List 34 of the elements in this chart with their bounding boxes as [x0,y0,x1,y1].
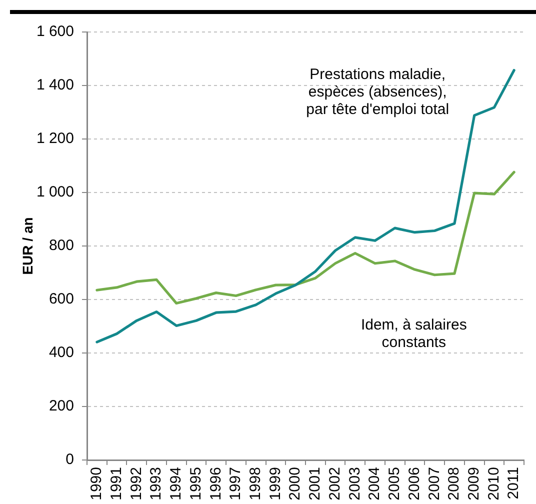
x-tick-label: 2007 [426,467,443,500]
y-axis-title: EUR / an [19,217,36,275]
x-tick-label: 1992 [128,467,145,500]
x-tick-label: 2000 [286,467,304,500]
x-tick-label: 1993 [148,467,165,500]
x-tick-label: 1996 [207,467,224,500]
text: Idem, à salaires constants [360,316,467,351]
x-tick-label: 2002 [326,467,344,500]
x-tick-label: 2005 [386,467,404,500]
y-tick-label: 0 [66,451,74,468]
x-tick-label: 2003 [346,467,364,500]
x-tick-label: 1990 [88,467,106,500]
x-tick-label: 2010 [485,467,502,500]
x-tick-label: 1991 [108,467,125,500]
y-tick-label: 600 [48,290,74,308]
y-tick-label: 1 400 [36,76,74,94]
y-tick-label: 800 [48,237,74,254]
x-tick-label: 1998 [246,467,264,500]
x-tick-label: 2008 [446,467,463,500]
y-tick-label: 200 [48,398,74,415]
y-tick-label: 400 [48,344,74,362]
x-tick-label: 2011 [505,467,522,500]
y-tick-label: 1 000 [36,184,74,201]
x-tick-label: 1995 [187,467,204,500]
x-tick-label: 1999 [266,467,284,500]
x-tick-label: 2006 [406,467,423,500]
y-tick-label: 1 600 [36,23,74,40]
x-tick-label: 2009 [465,467,482,500]
x-tick-label: 2004 [366,467,384,500]
x-tick-label: 1997 [227,467,244,500]
x-tick-label: 1994 [168,467,185,500]
series-label: Prestations maladie, espèces (absences), par tête d'emploi total [306,66,450,118]
y-tick-label: 1 200 [36,130,74,148]
x-tick-label: 2001 [306,467,324,500]
